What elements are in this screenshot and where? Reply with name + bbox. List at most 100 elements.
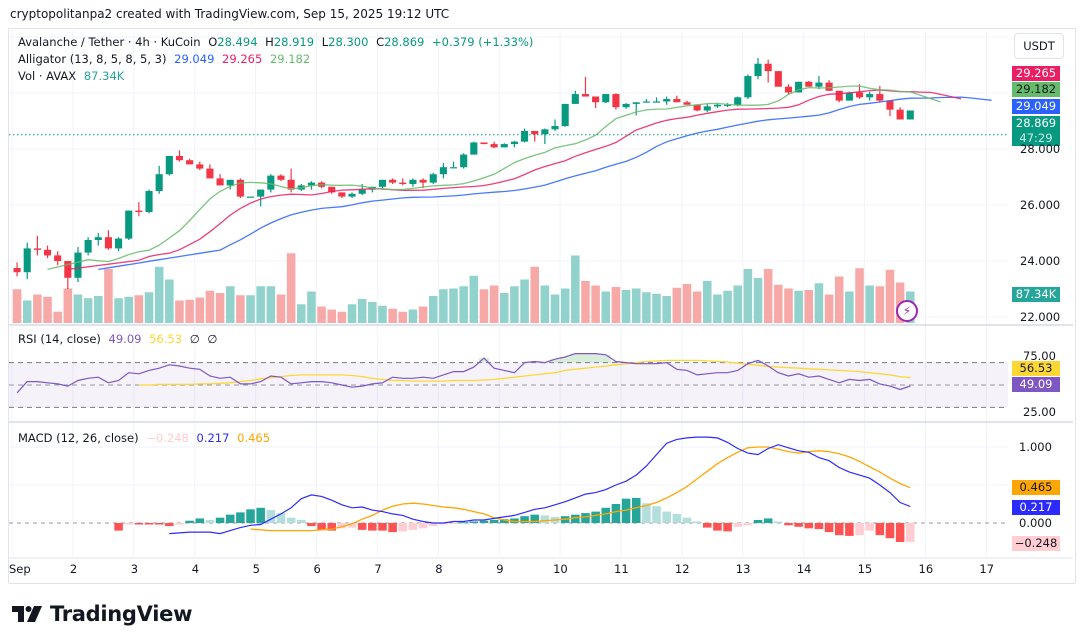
volume-bar <box>337 311 347 323</box>
candle-body <box>876 94 884 101</box>
rsi-tag: 49.09 <box>1012 377 1060 392</box>
macd-histogram-bar <box>692 521 702 523</box>
volume-bar <box>124 296 133 323</box>
rsi-title[interactable]: RSI (14, close) <box>18 332 101 346</box>
candle-body <box>673 98 681 103</box>
candle-body <box>236 179 244 197</box>
macd-histogram-bar <box>124 523 133 525</box>
candle-body <box>145 191 153 212</box>
macd-histogram-bar <box>469 521 479 523</box>
symbol-title[interactable]: Avalanche / Tether · 4h · KuCoin <box>18 35 201 49</box>
candle <box>389 178 397 184</box>
volume-bar <box>520 279 529 323</box>
candle-body <box>866 94 874 98</box>
candle <box>764 59 772 83</box>
macd-histogram-bar <box>205 519 215 523</box>
candle <box>74 247 82 282</box>
alligator-jaw-value: 29.049 <box>174 52 215 66</box>
candle-body <box>470 142 478 155</box>
candle <box>825 80 833 91</box>
candle-body <box>724 104 732 106</box>
candle-body <box>734 97 742 105</box>
macd-histogram-bar <box>824 523 834 533</box>
candle-body <box>175 156 184 161</box>
macd-histogram-bar <box>794 523 803 527</box>
candle-body <box>541 129 549 135</box>
macd-histogram-bar <box>611 504 621 523</box>
currency-button[interactable]: USDT <box>1014 33 1064 59</box>
countdown-tag: 47:29 <box>1012 131 1060 146</box>
volume-bar <box>134 295 144 323</box>
macd-histogram-bar <box>337 523 347 529</box>
candle <box>571 90 579 104</box>
volume-bar <box>236 295 245 323</box>
time-axis-label: 6 <box>313 562 321 576</box>
volume-bar <box>428 296 438 323</box>
volume-bar <box>682 284 692 323</box>
high-label: H <box>265 35 274 49</box>
candle <box>125 210 133 240</box>
candle <box>663 96 671 105</box>
candle-body <box>135 210 143 212</box>
candle <box>581 76 590 97</box>
time-axis-label: 17 <box>979 562 995 576</box>
candle-body <box>510 141 518 145</box>
price-axis-label: 28.000 <box>1020 142 1061 156</box>
macd-histogram-bar <box>865 523 874 531</box>
volume-bar <box>733 285 742 323</box>
candle <box>551 119 559 131</box>
macd-title[interactable]: MACD (12, 26, close) <box>18 431 139 445</box>
candle-body <box>165 156 173 175</box>
macd-histogram-bar <box>581 513 590 523</box>
volume-title[interactable]: Vol · AVAX <box>18 69 77 83</box>
macd-histogram-bar <box>327 523 336 531</box>
time-axis-label: 2 <box>69 562 78 576</box>
candle-body <box>460 154 468 168</box>
candle-body <box>449 167 458 169</box>
volume-bar <box>672 287 682 323</box>
macd-histogram-bar <box>428 523 438 527</box>
candle <box>155 165 163 194</box>
high-value: 28.919 <box>273 35 315 49</box>
volume-bar <box>804 290 814 323</box>
volume-bar <box>276 294 286 323</box>
lightning-icon[interactable]: ⚡ <box>896 300 918 322</box>
macd-histogram-bar <box>408 523 418 530</box>
macd-histogram-bar <box>266 510 276 523</box>
candle-body <box>399 182 407 184</box>
rsi-empty-value-1: ∅ <box>189 332 200 346</box>
volume-bar <box>794 290 803 323</box>
candle-body <box>409 179 417 184</box>
candle-body <box>33 248 41 250</box>
candle-body <box>206 168 214 179</box>
candle-body <box>581 94 590 97</box>
volume-bar <box>22 300 32 323</box>
close-value: 28.869 <box>384 35 425 49</box>
candle <box>541 128 549 145</box>
alligator-teeth-value: 29.265 <box>222 52 263 66</box>
candle <box>216 174 224 186</box>
volume-bar <box>83 298 93 323</box>
volume-bar <box>601 291 611 323</box>
macd-histogram-bar <box>347 523 357 528</box>
volume-bar <box>398 311 408 323</box>
rsi-ma-tag: 56.53 <box>1012 361 1060 376</box>
tradingview-logo[interactable]: TradingView <box>12 602 192 626</box>
alligator-title[interactable]: Alligator (13, 8, 5, 8, 5, 3) <box>18 52 167 66</box>
pane-separators <box>9 324 1073 559</box>
macd-histogram-bar <box>530 514 539 523</box>
candle-body <box>257 189 265 197</box>
candle-body <box>84 240 92 253</box>
macd-histogram-bar <box>114 523 123 531</box>
candle <box>206 164 214 179</box>
candle-body <box>125 210 133 239</box>
volume-bar <box>875 286 885 323</box>
candle-body <box>429 174 437 183</box>
candle <box>673 95 681 103</box>
candle-body <box>480 142 488 145</box>
macd-histogram-bar <box>672 513 682 523</box>
candle <box>115 237 123 252</box>
candle-body <box>277 175 285 180</box>
alligator-lips-line <box>47 85 941 271</box>
